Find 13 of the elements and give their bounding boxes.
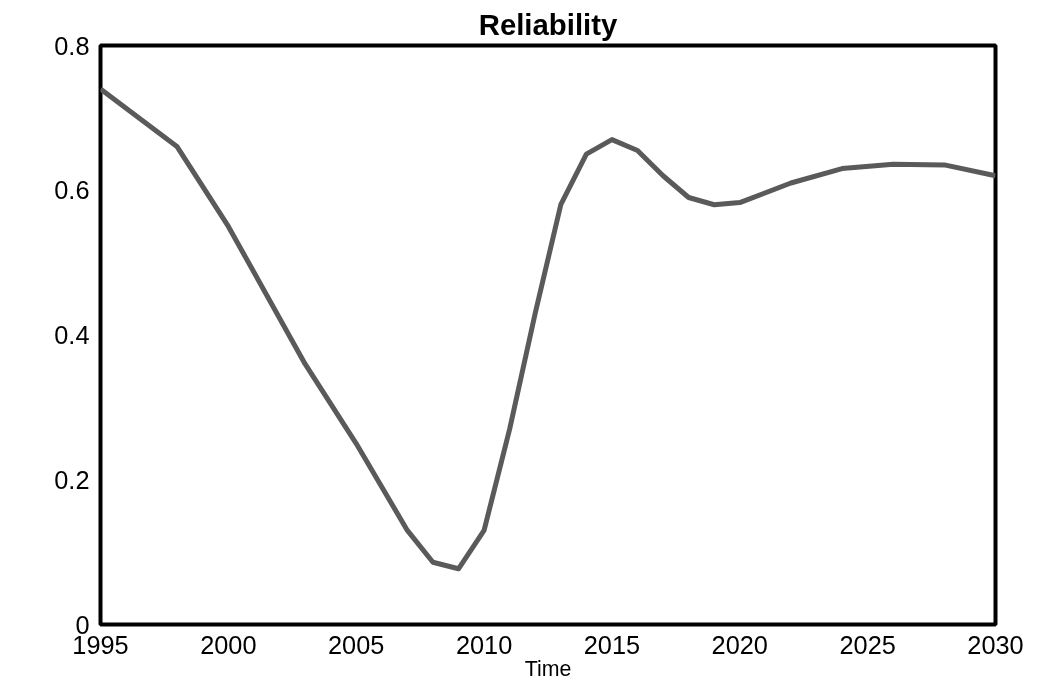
y-tick-label: 0.8 bbox=[54, 31, 90, 60]
chart-title: Reliability bbox=[478, 7, 618, 41]
x-tick-label: 2015 bbox=[583, 630, 641, 659]
x-tick-label: 2030 bbox=[967, 630, 1024, 659]
x-tick-label: 2020 bbox=[711, 630, 768, 659]
x-tick-label: 2010 bbox=[455, 630, 513, 659]
y-tick-label: 0.6 bbox=[54, 176, 90, 205]
x-axis-title: Time bbox=[524, 656, 572, 681]
y-tick-label: 0.4 bbox=[54, 321, 90, 349]
x-tick-label: 2000 bbox=[200, 630, 257, 659]
x-tick-label: 2025 bbox=[839, 630, 896, 659]
y-tick-label: 0.2 bbox=[54, 465, 90, 494]
x-tick-label: 2005 bbox=[328, 630, 385, 659]
